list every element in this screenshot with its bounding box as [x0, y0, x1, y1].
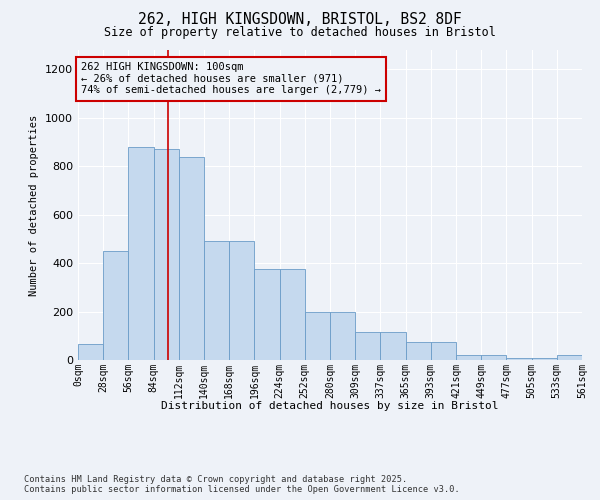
X-axis label: Distribution of detached houses by size in Bristol: Distribution of detached houses by size … [161, 401, 499, 411]
Bar [380, 332, 406, 360]
Bar [532, 358, 557, 360]
Bar [229, 242, 254, 360]
Bar [330, 312, 355, 360]
Text: 262 HIGH KINGSDOWN: 100sqm
← 26% of detached houses are smaller (971)
74% of sem: 262 HIGH KINGSDOWN: 100sqm ← 26% of deta… [81, 62, 381, 96]
Bar [305, 312, 330, 360]
Bar [280, 269, 305, 360]
Bar [103, 251, 128, 360]
Bar [431, 342, 456, 360]
Bar [355, 332, 380, 360]
Y-axis label: Number of detached properties: Number of detached properties [29, 114, 40, 296]
Text: Size of property relative to detached houses in Bristol: Size of property relative to detached ho… [104, 26, 496, 39]
Bar [154, 150, 179, 360]
Bar [481, 354, 506, 360]
Bar [78, 344, 103, 360]
Bar [456, 354, 481, 360]
Text: 262, HIGH KINGSDOWN, BRISTOL, BS2 8DF: 262, HIGH KINGSDOWN, BRISTOL, BS2 8DF [138, 12, 462, 28]
Bar [254, 269, 280, 360]
Bar [506, 358, 532, 360]
Bar [406, 342, 431, 360]
Bar [179, 156, 204, 360]
Bar [204, 242, 229, 360]
Bar [557, 354, 582, 360]
Text: Contains HM Land Registry data © Crown copyright and database right 2025.
Contai: Contains HM Land Registry data © Crown c… [24, 474, 460, 494]
Bar [128, 147, 154, 360]
